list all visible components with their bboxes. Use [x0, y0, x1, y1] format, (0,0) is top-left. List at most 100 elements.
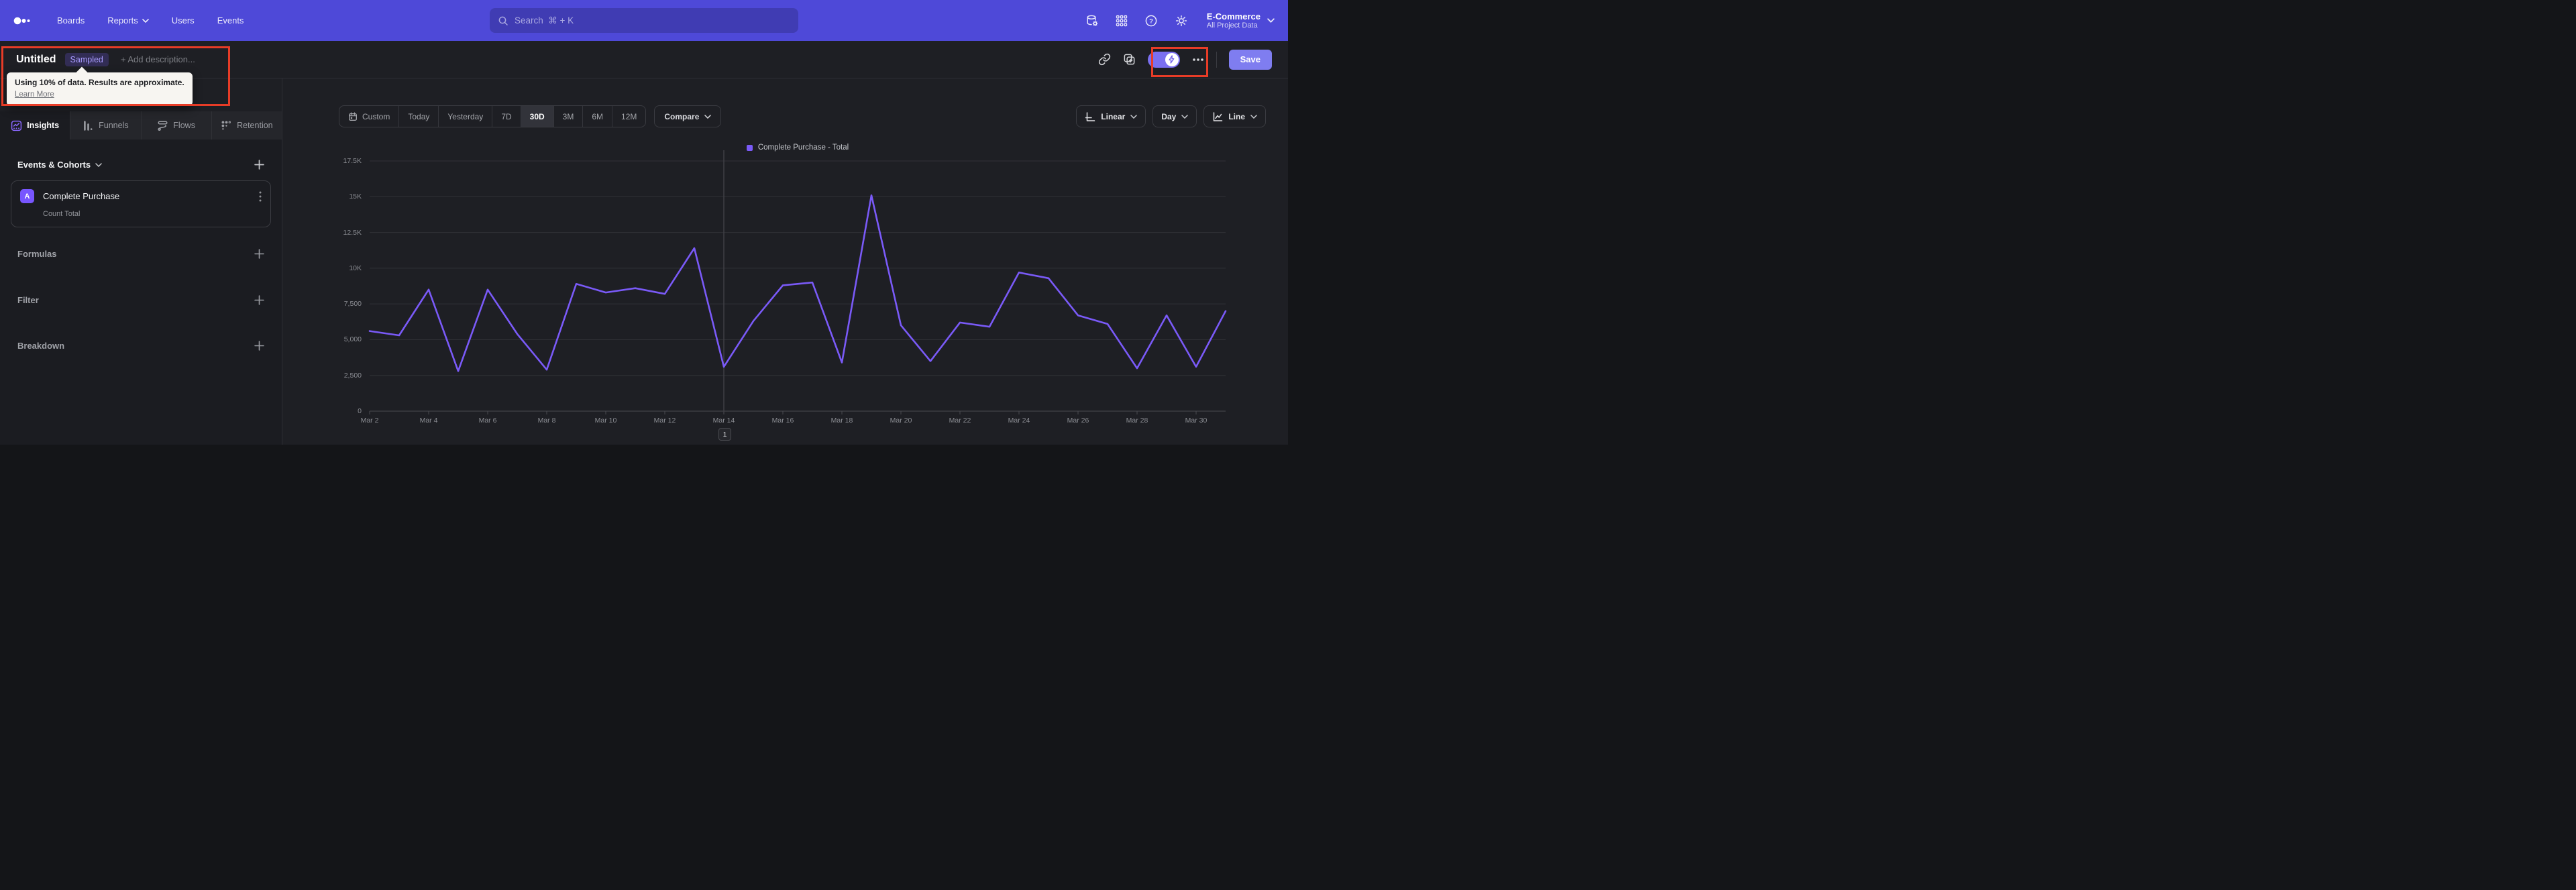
- nav-item-events[interactable]: Events: [217, 15, 244, 25]
- help-icon[interactable]: ?: [1144, 14, 1158, 27]
- nav-links: Boards Reports Users Events: [57, 15, 244, 25]
- settings-gear-icon[interactable]: [1175, 14, 1188, 27]
- insights-icon: [11, 120, 22, 131]
- nav-item-reports[interactable]: Reports: [107, 15, 149, 25]
- y-tick-label: 15K: [349, 192, 362, 201]
- copy-link-icon[interactable]: [1098, 53, 1111, 66]
- chart-type-dropdown[interactable]: Line: [1203, 105, 1266, 127]
- add-filter-button[interactable]: [254, 294, 264, 305]
- compare-button[interactable]: Compare: [654, 105, 722, 127]
- chevron-down-icon: [1130, 114, 1138, 119]
- event-name[interactable]: Complete Purchase: [43, 191, 120, 201]
- mixpanel-logo-icon[interactable]: [13, 15, 32, 26]
- search-input-container[interactable]: [490, 8, 798, 33]
- tab-insights[interactable]: Insights: [0, 111, 70, 140]
- tab-flows[interactable]: Flows: [140, 111, 211, 140]
- range-option[interactable]: Yesterday: [438, 106, 492, 127]
- range-option[interactable]: Today: [398, 106, 438, 127]
- date-range-segmented-control: Custom Today Yesterday 7D 30D 3M 6M 12M: [339, 105, 647, 127]
- sampling-tooltip-text: Using 10% of data. Results are approxima…: [15, 78, 184, 87]
- range-option[interactable]: 6M: [582, 106, 612, 127]
- chevron-down-icon: [1250, 114, 1257, 119]
- plot-area[interactable]: 0 2,500 5,000 7,500 10K 12.5K 15K 17.5K Mar 2 Mar…: [343, 150, 1227, 425]
- scale-dropdown[interactable]: Linear: [1076, 105, 1146, 127]
- view-controls: Linear Day Line: [1076, 105, 1266, 127]
- apps-grid-icon[interactable]: [1116, 15, 1128, 27]
- event-metric-selector[interactable]: Count Total: [43, 210, 80, 218]
- range-option[interactable]: Custom: [339, 106, 398, 127]
- formulas-section: Formulas: [11, 246, 271, 261]
- x-tick-label: Mar 18: [830, 416, 853, 425]
- add-formula-button[interactable]: [254, 248, 264, 259]
- chart-main: Custom Today Yesterday 7D 30D 3M 6M 12M …: [282, 78, 1288, 445]
- events-cohorts-header: Events & Cohorts: [11, 160, 271, 170]
- learn-more-link[interactable]: Learn More: [15, 91, 54, 99]
- retention-icon: [221, 120, 232, 131]
- data-management-icon[interactable]: [1085, 14, 1099, 27]
- project-name: E-Commerce: [1206, 11, 1260, 21]
- chevron-down-icon: [1181, 114, 1189, 119]
- pagination-page-button[interactable]: 1: [718, 428, 731, 441]
- x-tick-label: Mar 28: [1126, 416, 1148, 425]
- more-options-icon[interactable]: [1192, 58, 1204, 62]
- report-type-tabs: Insights Funnels Flows: [0, 111, 282, 140]
- y-tick-label: 12.5K: [343, 228, 362, 237]
- project-switcher[interactable]: E-Commerce All Project Data: [1207, 11, 1275, 30]
- add-to-board-icon[interactable]: [1123, 53, 1136, 66]
- add-description-button[interactable]: + Add description...: [120, 54, 195, 64]
- divider: [1216, 51, 1217, 68]
- x-tick-label: Mar 2: [360, 416, 379, 425]
- search-input[interactable]: [515, 15, 790, 25]
- save-button[interactable]: Save: [1228, 49, 1272, 70]
- project-scope: All Project Data: [1206, 21, 1258, 30]
- funnels-icon: [83, 120, 94, 131]
- nav-right-icons: ? E-Commerce All Project Data: [1085, 11, 1275, 30]
- svg-text:?: ?: [1149, 17, 1153, 25]
- tab-retention[interactable]: Retention: [211, 111, 282, 140]
- chevron-down-icon: [142, 18, 149, 23]
- range-option[interactable]: 3M: [553, 106, 583, 127]
- search-icon: [498, 15, 508, 26]
- x-tick-label: Mar 26: [1067, 416, 1089, 425]
- sampling-toggle[interactable]: [1147, 51, 1180, 68]
- x-tick-label: Mar 14: [712, 416, 735, 425]
- breakdown-section: Breakdown: [11, 338, 271, 353]
- x-tick-label: Mar 30: [1185, 416, 1208, 425]
- x-tick-label: Mar 16: [771, 416, 794, 425]
- tab-funnels[interactable]: Funnels: [70, 111, 141, 140]
- flows-icon: [157, 120, 168, 131]
- report-title[interactable]: Untitled: [16, 53, 56, 65]
- nav-item-users[interactable]: Users: [171, 15, 195, 25]
- event-card[interactable]: A Complete Purchase Count Total: [11, 180, 271, 227]
- chevron-down-icon: [95, 162, 102, 167]
- x-tick-label: Mar 6: [478, 416, 497, 425]
- sampled-badge[interactable]: Sampled: [64, 52, 109, 66]
- filter-section: Filter: [11, 292, 271, 307]
- date-range-toolbar: Custom Today Yesterday 7D 30D 3M 6M 12M …: [339, 105, 722, 127]
- series-line[interactable]: [368, 194, 1227, 372]
- range-option[interactable]: 12M: [612, 106, 645, 127]
- chart-legend[interactable]: Complete Purchase - Total: [370, 144, 1226, 152]
- range-option[interactable]: 30D: [520, 106, 553, 127]
- query-sidebar: Insights Funnels Flows: [0, 78, 282, 445]
- line-chart-icon: [1212, 111, 1223, 122]
- range-option[interactable]: 7D: [492, 106, 520, 127]
- lightning-bolt-icon: [1168, 55, 1175, 64]
- granularity-dropdown[interactable]: Day: [1152, 105, 1197, 127]
- calendar-icon: [348, 111, 358, 121]
- legend-label: Complete Purchase - Total: [757, 144, 849, 152]
- x-tick-label: Mar 12: [653, 416, 676, 425]
- x-tick-label: Mar 22: [949, 416, 971, 425]
- y-tick-label: 0: [358, 407, 362, 415]
- event-options-icon[interactable]: [259, 191, 262, 202]
- y-tick-label: 2,500: [343, 371, 362, 380]
- top-nav: Boards Reports Users Events: [0, 0, 1288, 41]
- add-event-button[interactable]: [254, 160, 264, 170]
- add-breakdown-button[interactable]: [254, 340, 264, 351]
- event-letter-badge: A: [20, 189, 34, 203]
- events-cohorts-dropdown[interactable]: Events & Cohorts: [17, 160, 102, 170]
- nav-item-boards[interactable]: Boards: [57, 15, 85, 25]
- y-tick-label: 10K: [349, 264, 362, 272]
- x-tick-label: Mar 20: [890, 416, 912, 425]
- y-tick-label: 7,500: [343, 300, 362, 309]
